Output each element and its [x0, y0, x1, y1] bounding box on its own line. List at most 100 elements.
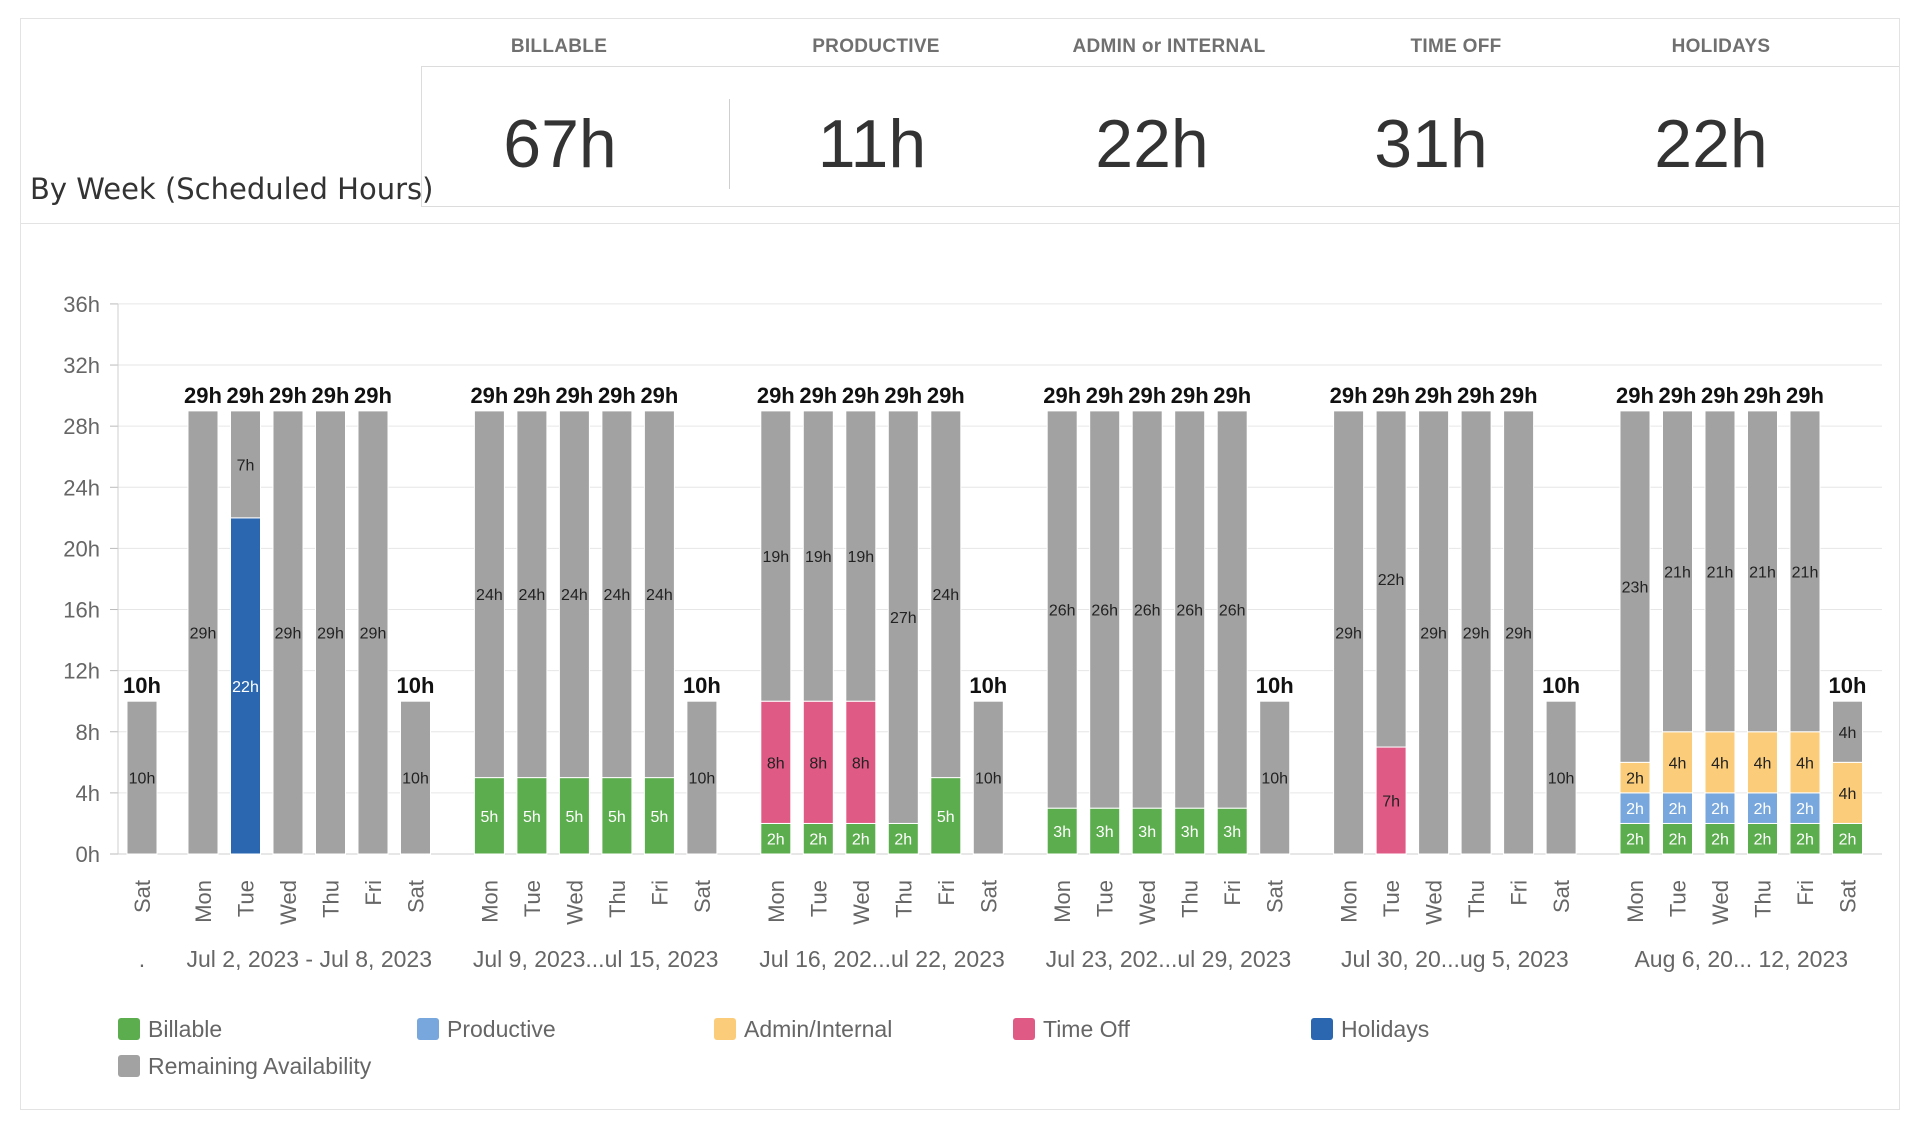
y-tick-label: 16h	[63, 598, 100, 623]
bar-segment	[760, 700, 792, 824]
data-label: 4h	[1839, 725, 1857, 742]
x-tick-label: Tue	[520, 880, 545, 917]
legend-swatch	[118, 1055, 140, 1077]
y-tick-label: 12h	[63, 659, 100, 684]
bar-segment	[1789, 410, 1821, 733]
y-tick-label: 24h	[63, 475, 100, 500]
x-tick-label: Mon	[1623, 880, 1648, 923]
data-label: 3h	[1181, 824, 1199, 841]
data-label: 21h	[1707, 564, 1734, 581]
legend-swatch	[1013, 1018, 1035, 1040]
data-label: 24h	[646, 587, 673, 604]
bar-segment	[1131, 807, 1163, 855]
data-label: 3h	[1053, 824, 1071, 841]
total-label: 29h	[1086, 383, 1124, 408]
legend-item-label: Productive	[447, 1016, 556, 1042]
stat-label-billable: BILLABLE	[510, 36, 608, 57]
data-label: 21h	[1792, 564, 1819, 581]
total-label: 29h	[842, 383, 880, 408]
total-label: 10h	[397, 673, 435, 698]
legend-swatch	[714, 1018, 736, 1040]
x-tick-label: Wed	[1422, 880, 1447, 925]
bar-segment	[1089, 410, 1121, 809]
total-label: 29h	[640, 383, 678, 408]
data-label: 2h	[1796, 801, 1814, 818]
legend-item-label: Remaining Availability	[148, 1053, 372, 1079]
data-label: 7h	[1382, 794, 1400, 811]
data-label: 8h	[852, 755, 870, 772]
bar-segment	[1333, 410, 1365, 855]
total-label: 29h	[598, 383, 636, 408]
bar-segment	[1375, 410, 1407, 748]
x-tick-label: Mon	[1337, 880, 1362, 923]
x-tick-label: Thu	[1178, 880, 1203, 918]
legend-item-label: Billable	[148, 1016, 222, 1042]
bar-segment	[1619, 410, 1651, 763]
data-label: 2h	[809, 832, 827, 849]
data-label: 22h	[1378, 572, 1405, 589]
x-tick-label: Tue	[806, 880, 831, 917]
bar-segment	[1174, 807, 1206, 855]
total-label: 29h	[1701, 383, 1739, 408]
bar-segment	[1174, 410, 1206, 809]
x-tick-label: Tue	[1379, 880, 1404, 917]
x-tick-label: Mon	[191, 880, 216, 923]
bar-segment	[1503, 410, 1535, 855]
data-label: 24h	[519, 587, 546, 604]
bar-segment	[845, 410, 877, 702]
bar-segment	[230, 517, 261, 855]
data-label: 4h	[1796, 755, 1814, 772]
bar-segment	[1418, 410, 1450, 855]
bar-segment	[272, 410, 304, 855]
data-label: 29h	[317, 625, 344, 642]
x-tick-label: Sat	[1836, 880, 1861, 913]
total-label: 29h	[757, 383, 795, 408]
chart-panel	[20, 223, 1900, 1110]
bar-segment	[1046, 410, 1078, 809]
bar-segment	[1259, 700, 1291, 855]
x-tick-label: Mon	[1050, 880, 1075, 923]
stat-divider	[729, 99, 730, 189]
x-tick-label: Thu	[1751, 880, 1776, 918]
data-label: 24h	[561, 587, 588, 604]
bar-segment	[1704, 410, 1736, 733]
bar-segment	[1089, 807, 1121, 855]
x-tick-label: Wed	[562, 880, 587, 925]
y-tick-label: 0h	[76, 842, 100, 867]
total-label: 29h	[1043, 383, 1081, 408]
data-label: 29h	[360, 625, 387, 642]
bar-segment	[686, 700, 718, 855]
legend-swatch	[417, 1018, 439, 1040]
total-label: 29h	[513, 383, 551, 408]
bar-segment	[1704, 822, 1736, 855]
data-label: 5h	[523, 809, 541, 826]
data-label: 19h	[847, 549, 874, 566]
stat-label-holidays: HOLIDAYS	[1671, 36, 1771, 57]
data-label: 29h	[1463, 625, 1490, 642]
x-tick-label: Tue	[1093, 880, 1118, 917]
total-label: 29h	[1786, 383, 1824, 408]
data-label: 26h	[1134, 603, 1161, 620]
bar-segment	[1216, 410, 1248, 809]
total-label: 29h	[1500, 383, 1538, 408]
y-tick-label: 20h	[63, 536, 100, 561]
total-label: 29h	[1128, 383, 1166, 408]
data-label: 2h	[1796, 832, 1814, 849]
total-label: 29h	[884, 383, 922, 408]
bar-segment	[1832, 822, 1863, 855]
total-label: 10h	[969, 673, 1007, 698]
data-label: 21h	[1664, 564, 1691, 581]
bar-segment	[1789, 822, 1821, 855]
x-tick-label: Thu	[319, 880, 344, 918]
stat-value-productive: 11h	[817, 106, 927, 182]
data-label: 26h	[1219, 603, 1246, 620]
bar-segment	[1832, 700, 1863, 763]
data-label: 10h	[129, 771, 156, 788]
data-label: 4h	[1839, 786, 1857, 803]
data-label: 5h	[608, 809, 626, 826]
data-label: 5h	[937, 809, 955, 826]
total-label: 29h	[1372, 383, 1410, 408]
stat-value-time-off: 31h	[1374, 106, 1488, 182]
bar-segment	[887, 822, 919, 855]
